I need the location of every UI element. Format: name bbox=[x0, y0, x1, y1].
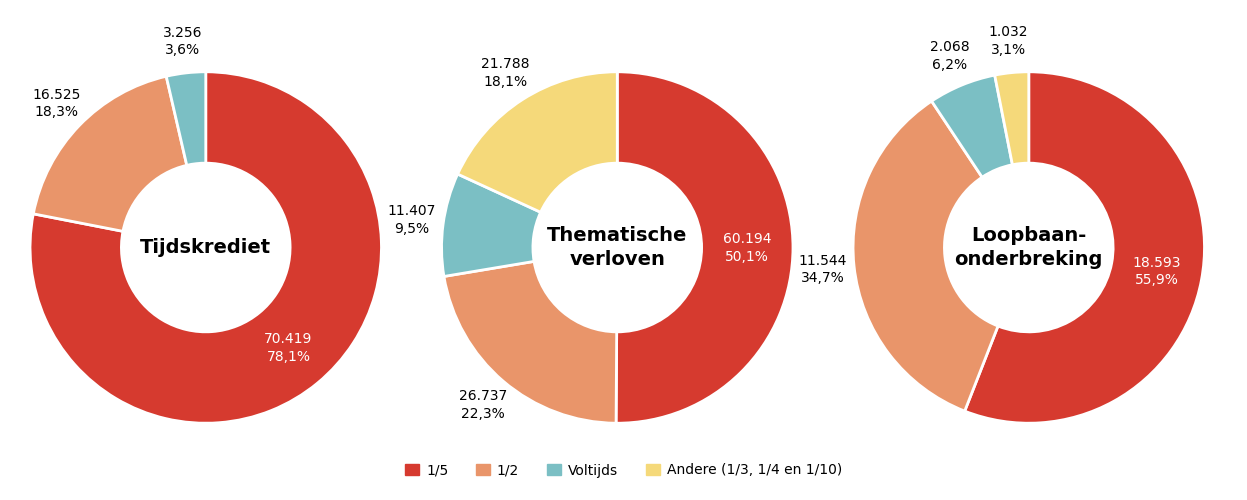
Text: Thematische
verloven: Thematische verloven bbox=[547, 226, 687, 269]
Wedge shape bbox=[458, 72, 617, 212]
Legend: 1/5, 1/2, Voltijds, Andere (1/3, 1/4 en 1/10): 1/5, 1/2, Voltijds, Andere (1/3, 1/4 en … bbox=[400, 458, 847, 483]
Text: 22,3%: 22,3% bbox=[461, 407, 505, 421]
Wedge shape bbox=[932, 75, 1013, 177]
Text: 60.194: 60.194 bbox=[723, 232, 772, 246]
Text: 18,1%: 18,1% bbox=[484, 74, 527, 88]
Wedge shape bbox=[166, 72, 206, 166]
Wedge shape bbox=[34, 76, 187, 232]
Text: 3,1%: 3,1% bbox=[991, 43, 1026, 57]
Text: 21.788: 21.788 bbox=[481, 57, 530, 71]
Text: 18,3%: 18,3% bbox=[35, 105, 79, 119]
Wedge shape bbox=[965, 72, 1205, 423]
Text: 3,6%: 3,6% bbox=[165, 44, 200, 58]
Wedge shape bbox=[441, 174, 541, 276]
Text: 11.544: 11.544 bbox=[798, 254, 847, 268]
Text: 3.256: 3.256 bbox=[162, 26, 202, 40]
Wedge shape bbox=[995, 72, 1029, 165]
Wedge shape bbox=[30, 72, 382, 423]
Text: 9,5%: 9,5% bbox=[394, 222, 429, 236]
Text: 11.407: 11.407 bbox=[388, 204, 436, 218]
Text: 2.068: 2.068 bbox=[930, 40, 970, 54]
Wedge shape bbox=[853, 101, 998, 411]
Text: 18.593: 18.593 bbox=[1132, 256, 1181, 270]
Text: 1.032: 1.032 bbox=[989, 26, 1029, 40]
Text: 26.737: 26.737 bbox=[459, 390, 506, 404]
Text: 70.419: 70.419 bbox=[264, 332, 313, 346]
Text: 16.525: 16.525 bbox=[32, 88, 81, 102]
Text: 55,9%: 55,9% bbox=[1135, 274, 1178, 287]
Text: 6,2%: 6,2% bbox=[933, 58, 968, 71]
Text: 78,1%: 78,1% bbox=[267, 350, 311, 364]
Text: Loopbaan-
onderbreking: Loopbaan- onderbreking bbox=[955, 226, 1102, 269]
Wedge shape bbox=[444, 262, 617, 423]
Text: 50,1%: 50,1% bbox=[726, 250, 769, 264]
Text: 34,7%: 34,7% bbox=[801, 272, 844, 285]
Wedge shape bbox=[616, 72, 793, 423]
Text: Tijdskrediet: Tijdskrediet bbox=[140, 238, 272, 257]
